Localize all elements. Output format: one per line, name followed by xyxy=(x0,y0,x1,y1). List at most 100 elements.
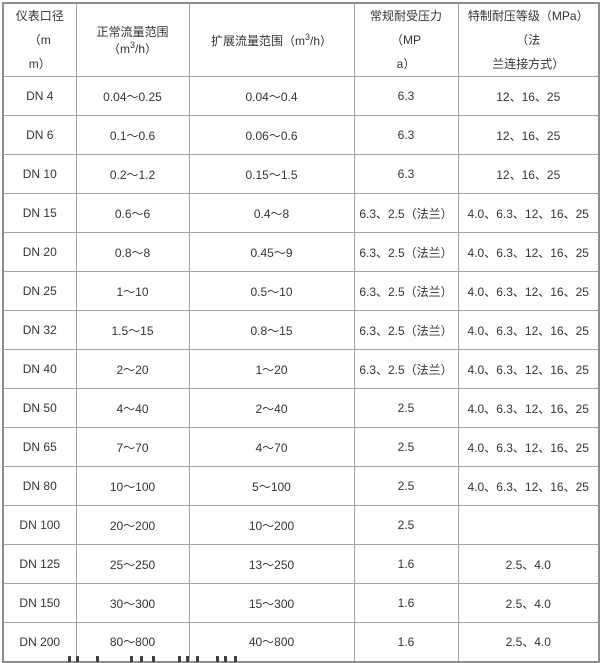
table-row: DN 100 20～200 10～200 2.5 xyxy=(2,505,600,545)
cell-extended-range: 0.45～9 xyxy=(188,232,355,272)
superscript-3: 3 xyxy=(129,40,135,50)
cell-diameter: DN 40 xyxy=(2,349,77,389)
table-row: DN 125 25～250 13～250 1.6 2.5、4.0 xyxy=(2,544,600,584)
cell-extended-range: 0.4～8 xyxy=(188,193,355,233)
column-header-standard-pressure: 常规耐受压力（MP a） xyxy=(353,2,459,77)
column-header-diameter: 仪表口径（m m） xyxy=(2,2,77,77)
cell-special-pressure: 4.0、6.3、12、16、25 xyxy=(457,349,600,389)
cell-standard-pressure: 6.3、2.5（法兰） xyxy=(353,349,459,389)
cell-standard-pressure: 1.6 xyxy=(353,622,459,662)
cell-extended-range: 0.8～15 xyxy=(188,310,355,350)
cell-diameter: DN 10 xyxy=(2,154,77,194)
table-row: DN 65 7～70 4～70 2.5 4.0、6.3、12、16、25 xyxy=(2,427,600,467)
column-header-normal-range: 正常流量范围（m3/h） xyxy=(75,2,190,77)
superscript-3: 3 xyxy=(304,31,310,42)
cell-diameter: DN 50 xyxy=(2,388,77,428)
cell-standard-pressure: 6.3 xyxy=(353,115,459,155)
table-body: DN 4 0.04～0.25 0.04～0.4 6.3 12、16、25 DN … xyxy=(2,76,600,662)
header-text: /h） xyxy=(135,42,158,56)
header-text: 扩展流量范围（m xyxy=(210,33,305,48)
header-text: 正常流量范围（m xyxy=(96,25,169,56)
cell-extended-range: 1～20 xyxy=(188,349,355,389)
cell-diameter: DN 15 xyxy=(2,193,77,233)
table-row: DN 15 0.6～6 0.4～8 6.3、2.5（法兰） 4.0、6.3、12… xyxy=(2,193,600,233)
cell-special-pressure: 2.5、4.0 xyxy=(457,544,600,584)
table-header: 仪表口径（m m） 正常流量范围（m3/h） 扩展流量范围（m3/h） 常规耐受… xyxy=(2,2,600,77)
cell-normal-range: 10～100 xyxy=(75,466,190,506)
cell-special-pressure: 12、16、25 xyxy=(457,115,600,155)
cell-diameter: DN 20 xyxy=(2,232,77,272)
cell-standard-pressure: 1.6 xyxy=(353,544,459,584)
cell-extended-range: 2～40 xyxy=(188,388,355,428)
cell-special-pressure: 4.0、6.3、12、16、25 xyxy=(457,271,600,311)
table-row: DN 50 4～40 2～40 2.5 4.0、6.3、12、16、25 xyxy=(2,388,600,428)
table-row: DN 20 0.8～8 0.45～9 6.3、2.5（法兰） 4.0、6.3、1… xyxy=(2,232,600,272)
table-row: DN 10 0.2～1.2 0.15～1.5 6.3 12、16、25 xyxy=(2,154,600,194)
cell-standard-pressure: 2.5 xyxy=(353,427,459,467)
table-row: DN 150 30～300 15～300 1.6 2.5、4.0 xyxy=(2,583,600,623)
cell-standard-pressure: 6.3 xyxy=(353,76,459,116)
clipped-text-fragment xyxy=(66,656,258,662)
cell-diameter: DN 4 xyxy=(2,76,77,116)
cell-normal-range: 1～10 xyxy=(75,271,190,311)
cell-special-pressure: 4.0、6.3、12、16、25 xyxy=(457,193,600,233)
cell-diameter: DN 25 xyxy=(2,271,77,311)
cell-diameter: DN 80 xyxy=(2,466,77,506)
cell-diameter: DN 6 xyxy=(2,115,77,155)
column-header-special-pressure: 特制耐压等级（MPa）（法 兰连接方式） xyxy=(457,2,600,77)
cell-standard-pressure: 6.3、2.5（法兰） xyxy=(353,271,459,311)
table-row: DN 4 0.04～0.25 0.04～0.4 6.3 12、16、25 xyxy=(2,76,600,116)
cell-standard-pressure: 6.3、2.5（法兰） xyxy=(353,232,459,272)
cell-special-pressure: 4.0、6.3、12、16、25 xyxy=(457,427,600,467)
cell-normal-range: 0.04～0.25 xyxy=(75,76,190,116)
cell-special-pressure: 12、16、25 xyxy=(457,76,600,116)
cell-diameter: DN 125 xyxy=(2,544,77,584)
cell-normal-range: 2～20 xyxy=(75,349,190,389)
cell-standard-pressure: 2.5 xyxy=(353,466,459,506)
cell-normal-range: 0.1～0.6 xyxy=(75,115,190,155)
cell-special-pressure: 4.0、6.3、12、16、25 xyxy=(457,310,600,350)
cell-normal-range: 25～250 xyxy=(75,544,190,584)
cell-standard-pressure: 6.3、2.5（法兰） xyxy=(353,310,459,350)
cell-diameter: DN 32 xyxy=(2,310,77,350)
column-header-extended-range: 扩展流量范围（m3/h） xyxy=(188,2,355,77)
cell-normal-range: 20～200 xyxy=(75,505,190,545)
cell-normal-range: 0.6～6 xyxy=(75,193,190,233)
table-row: DN 80 10～100 5～100 2.5 4.0、6.3、12、16、25 xyxy=(2,466,600,506)
cell-normal-range: 4～40 xyxy=(75,388,190,428)
cell-special-pressure: 2.5、4.0 xyxy=(457,583,600,623)
cell-special-pressure xyxy=(457,505,600,545)
cell-normal-range: 80～800 xyxy=(75,622,190,662)
cell-standard-pressure: 2.5 xyxy=(353,505,459,545)
cell-extended-range: 15～300 xyxy=(188,583,355,623)
cell-extended-range: 0.15～1.5 xyxy=(188,154,355,194)
table-row: DN 40 2～20 1～20 6.3、2.5（法兰） 4.0、6.3、12、1… xyxy=(2,349,600,389)
cell-normal-range: 0.2～1.2 xyxy=(75,154,190,194)
table-row: DN 6 0.1～0.6 0.06～0.6 6.3 12、16、25 xyxy=(2,115,600,155)
cell-extended-range: 0.04～0.4 xyxy=(188,76,355,116)
cell-special-pressure: 12、16、25 xyxy=(457,154,600,194)
header-row: 仪表口径（m m） 正常流量范围（m3/h） 扩展流量范围（m3/h） 常规耐受… xyxy=(2,2,600,77)
table-row: DN 32 1.5～15 0.8～15 6.3、2.5（法兰） 4.0、6.3、… xyxy=(2,310,600,350)
cell-extended-range: 13～250 xyxy=(188,544,355,584)
cell-special-pressure: 4.0、6.3、12、16、25 xyxy=(457,232,600,272)
cell-extended-range: 0.06～0.6 xyxy=(188,115,355,155)
cell-extended-range: 5～100 xyxy=(188,466,355,506)
cell-extended-range: 10～200 xyxy=(188,505,355,545)
table-row: DN 25 1～10 0.5～10 6.3、2.5（法兰） 4.0、6.3、12… xyxy=(2,271,600,311)
cell-standard-pressure: 6.3、2.5（法兰） xyxy=(353,193,459,233)
cell-normal-range: 0.8～8 xyxy=(75,232,190,272)
cell-standard-pressure: 6.3 xyxy=(353,154,459,194)
cell-normal-range: 30～300 xyxy=(75,583,190,623)
header-text: /h） xyxy=(310,33,333,48)
cell-extended-range: 40～800 xyxy=(188,622,355,662)
cell-extended-range: 4～70 xyxy=(188,427,355,467)
cell-diameter: DN 100 xyxy=(2,505,77,545)
cell-normal-range: 7～70 xyxy=(75,427,190,467)
cell-extended-range: 0.5～10 xyxy=(188,271,355,311)
cell-standard-pressure: 2.5 xyxy=(353,388,459,428)
cell-diameter: DN 65 xyxy=(2,427,77,467)
cell-diameter: DN 150 xyxy=(2,583,77,623)
cell-special-pressure: 4.0、6.3、12、16、25 xyxy=(457,466,600,506)
